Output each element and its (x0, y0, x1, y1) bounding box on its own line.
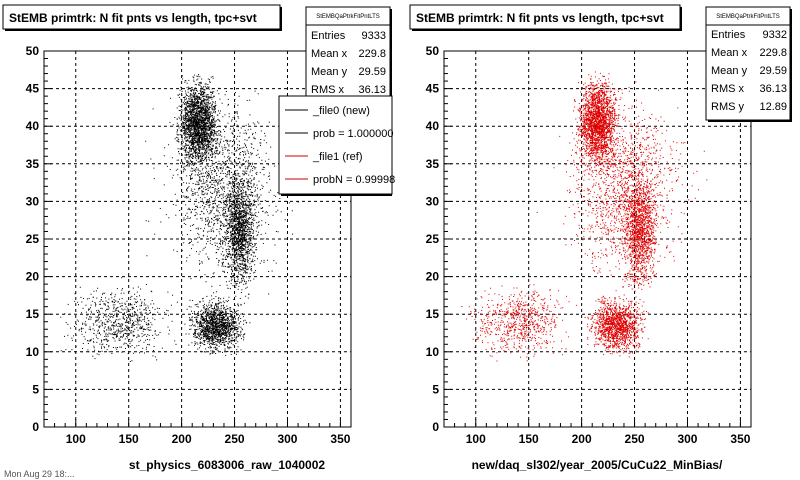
stat-label: Mean y (711, 65, 748, 77)
y-tick-label: 5 (32, 382, 39, 396)
stat-value: 12.89 (759, 101, 787, 113)
y-tick-label: 25 (26, 232, 40, 246)
chart-title-left: StEMB primtrk: N fit pnts vs length, tpc… (9, 11, 257, 25)
stat-value: 229.8 (759, 47, 787, 59)
x-tick-label: 300 (277, 432, 297, 446)
y-tick-label: 20 (426, 270, 440, 284)
title-box-right: StEMB primtrk: N fit pnts vs length, tpc… (409, 4, 682, 31)
stat-label: RMS x (711, 83, 745, 95)
y-tick-label: 0 (432, 420, 439, 434)
legend: _file0 (new) prob = 1.000000 _file1 (ref… (278, 95, 395, 196)
stat-label: RMS x (311, 84, 345, 96)
panel-left: 100 150 200 250 300 350 0 5 10 15 20 25 30 35 40 45 50 S… (2, 4, 395, 472)
y-tick-label: 35 (26, 157, 40, 171)
y-tick-label: 45 (426, 82, 440, 96)
stat-label: Mean x (311, 48, 348, 60)
stat-value: 229.8 (358, 48, 386, 60)
x-tick-label: 150 (519, 432, 539, 446)
y-tick-label: 40 (26, 119, 40, 133)
stat-label: Entries (311, 30, 346, 42)
x-tick-label: 250 (225, 432, 245, 446)
x-tick-label: 150 (119, 432, 139, 446)
legend-item-label: prob = 1.000000 (313, 128, 393, 140)
stat-label: Entries (711, 29, 746, 41)
y-tick-label: 25 (426, 232, 440, 246)
x-axis-label-left: st_physics_6083006_raw_1040002 (129, 458, 325, 472)
panel-right: 100 150 200 250 300 350 0 5 10 15 20 25 30 35 40 45 50 S… (409, 4, 792, 472)
x-tick-label: 200 (172, 432, 192, 446)
x-tick-label: 100 (66, 432, 86, 446)
axis-ticks-right: 100 150 200 250 300 350 0 5 10 15 20 25 30 35 40 45 50 (426, 44, 752, 446)
axis-ticks-left: 100 150 200 250 300 350 0 5 10 15 20 25 30 35 40 45 50 (26, 44, 352, 446)
y-tick-label: 15 (426, 307, 440, 321)
x-axis-label-right: new/daq_sl302/year_2005/CuCu22_MinBias/ (472, 458, 723, 472)
x-tick-label: 300 (677, 432, 697, 446)
stats-name-right: StEMBQaPtrkFitPntLTS (716, 14, 780, 20)
x-tick-label: 350 (330, 432, 350, 446)
y-tick-label: 40 (426, 119, 440, 133)
stat-value: 9333 (362, 30, 386, 42)
y-tick-label: 50 (426, 44, 440, 58)
stat-value: 36.13 (358, 84, 386, 96)
y-tick-label: 50 (26, 44, 40, 58)
x-tick-label: 200 (572, 432, 592, 446)
x-tick-label: 100 (466, 432, 486, 446)
x-tick-label: 250 (625, 432, 645, 446)
y-tick-label: 5 (432, 382, 439, 396)
legend-item-label: _file1 (ref) (312, 151, 363, 163)
legend-item-label: probN = 0.99998 (313, 174, 395, 186)
stat-value: 36.13 (759, 83, 787, 95)
stat-value: 29.59 (759, 65, 787, 77)
grid-right (444, 51, 751, 427)
stat-value: 9332 (763, 29, 787, 41)
y-tick-label: 0 (32, 420, 39, 434)
y-tick-label: 30 (26, 194, 40, 208)
stat-label: RMS y (711, 101, 745, 113)
legend-item-label: _file0 (new) (312, 105, 370, 117)
stat-value: 29.59 (358, 66, 386, 78)
stats-box-right: StEMBQaPtrkFitPntLTS Entries 9332 Mean x… (705, 6, 792, 122)
y-tick-label: 35 (426, 157, 440, 171)
stat-label: Mean y (311, 66, 348, 78)
scatter-points-right (461, 71, 708, 362)
y-tick-label: 45 (26, 82, 40, 96)
title-box-left: StEMB primtrk: N fit pnts vs length, tpc… (2, 4, 282, 31)
x-tick-label: 350 (730, 432, 750, 446)
y-tick-label: 20 (26, 270, 40, 284)
y-tick-label: 15 (26, 307, 40, 321)
y-tick-label: 30 (426, 194, 440, 208)
y-tick-label: 10 (26, 345, 40, 359)
stat-label: Mean x (711, 47, 748, 59)
footer-timestamp: Mon Aug 29 18:... (4, 469, 75, 479)
stats-name-left: StEMBQaPtrkFitPntLTS (316, 14, 380, 20)
y-tick-label: 10 (426, 345, 440, 359)
scatter-point-set (461, 71, 708, 362)
chart-title-right: StEMB primtrk: N fit pnts vs length, tpc… (416, 11, 664, 25)
